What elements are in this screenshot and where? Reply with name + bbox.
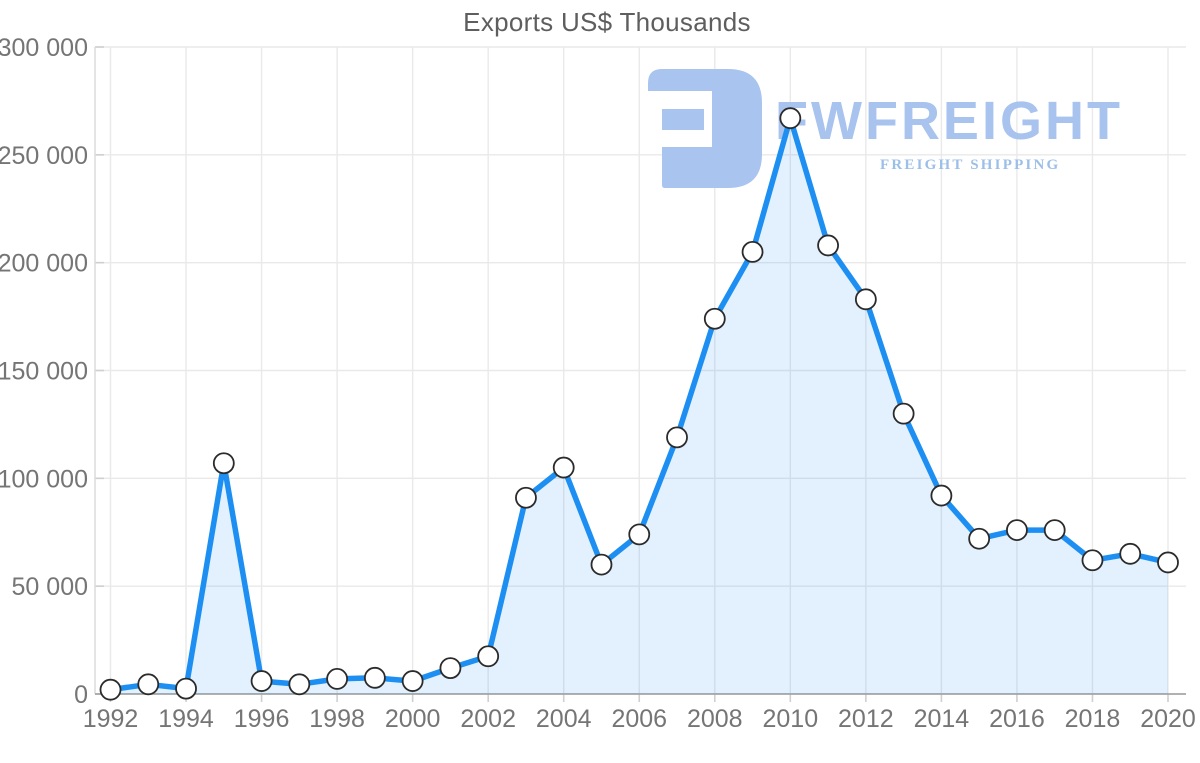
chart-title: Exports US$ Thousands xyxy=(463,7,751,37)
y-axis-label: 150 000 xyxy=(0,358,88,386)
data-point-2004[interactable] xyxy=(552,456,575,479)
data-point-1999[interactable] xyxy=(363,666,386,689)
y-axis-label: 0 xyxy=(74,681,88,709)
brand-name: FWFREIGHT xyxy=(775,91,1123,151)
brand-tagline: FREIGHT SHIPPING xyxy=(880,157,1061,173)
data-point-2012[interactable] xyxy=(854,288,877,311)
x-axis-label: 2018 xyxy=(1065,705,1121,733)
data-point-2019[interactable] xyxy=(1119,542,1142,565)
x-axis-label: 2004 xyxy=(536,705,592,733)
y-axis-label: 50 000 xyxy=(12,573,88,601)
data-point-2005[interactable] xyxy=(590,553,613,576)
data-point-1994[interactable] xyxy=(175,677,197,700)
data-point-2020[interactable] xyxy=(1157,551,1179,574)
data-point-1997[interactable] xyxy=(288,673,311,696)
data-point-2011[interactable] xyxy=(817,234,839,257)
x-axis-label: 1998 xyxy=(309,705,365,733)
data-point-2010[interactable] xyxy=(779,107,802,130)
data-point-2007[interactable] xyxy=(666,426,688,449)
data-point-1996[interactable] xyxy=(250,670,273,692)
data-point-2009[interactable] xyxy=(741,240,764,263)
x-axis-label: 1994 xyxy=(158,705,214,733)
data-point-2001[interactable] xyxy=(439,657,462,680)
data-point-2000[interactable] xyxy=(401,670,424,692)
x-axis-label: 2016 xyxy=(989,705,1045,733)
data-point-1998[interactable] xyxy=(326,668,349,690)
data-point-2002[interactable] xyxy=(477,645,500,668)
data-point-1992[interactable] xyxy=(99,678,122,701)
brand-watermark: FWFREIGHT FREIGHT SHIPPING xyxy=(648,69,1188,189)
data-point-2017[interactable] xyxy=(1043,519,1066,541)
data-point-2003[interactable] xyxy=(515,486,537,509)
y-axis-label: 200 000 xyxy=(0,250,88,278)
x-axis-label: 1992 xyxy=(83,705,139,733)
y-axis-label: 300 000 xyxy=(0,34,88,62)
x-axis-label: 2000 xyxy=(385,705,441,733)
y-axis-label: 100 000 xyxy=(0,465,88,493)
data-point-2016[interactable] xyxy=(1006,519,1028,541)
data-point-2008[interactable] xyxy=(703,307,726,330)
data-point-2013[interactable] xyxy=(892,402,915,425)
x-axis-label: 1996 xyxy=(234,705,290,733)
data-point-2014[interactable] xyxy=(930,484,953,507)
x-axis-label: 2008 xyxy=(687,705,743,733)
data-point-2006[interactable] xyxy=(628,523,651,546)
brand-logo-icon xyxy=(648,69,762,188)
data-point-1993[interactable] xyxy=(137,673,160,696)
series-area-fill xyxy=(110,118,1168,694)
x-axis-label: 2020 xyxy=(1140,705,1196,733)
x-axis-label: 2012 xyxy=(838,705,894,733)
data-point-2015[interactable] xyxy=(968,527,991,550)
x-axis-label: 2002 xyxy=(460,705,516,733)
y-axis-label: 250 000 xyxy=(0,142,88,170)
x-axis-label: 2010 xyxy=(763,705,819,733)
x-axis-label: 2014 xyxy=(914,705,970,733)
data-point-2018[interactable] xyxy=(1081,549,1104,572)
x-axis-label: 2006 xyxy=(611,705,667,733)
data-point-1995[interactable] xyxy=(212,452,235,475)
